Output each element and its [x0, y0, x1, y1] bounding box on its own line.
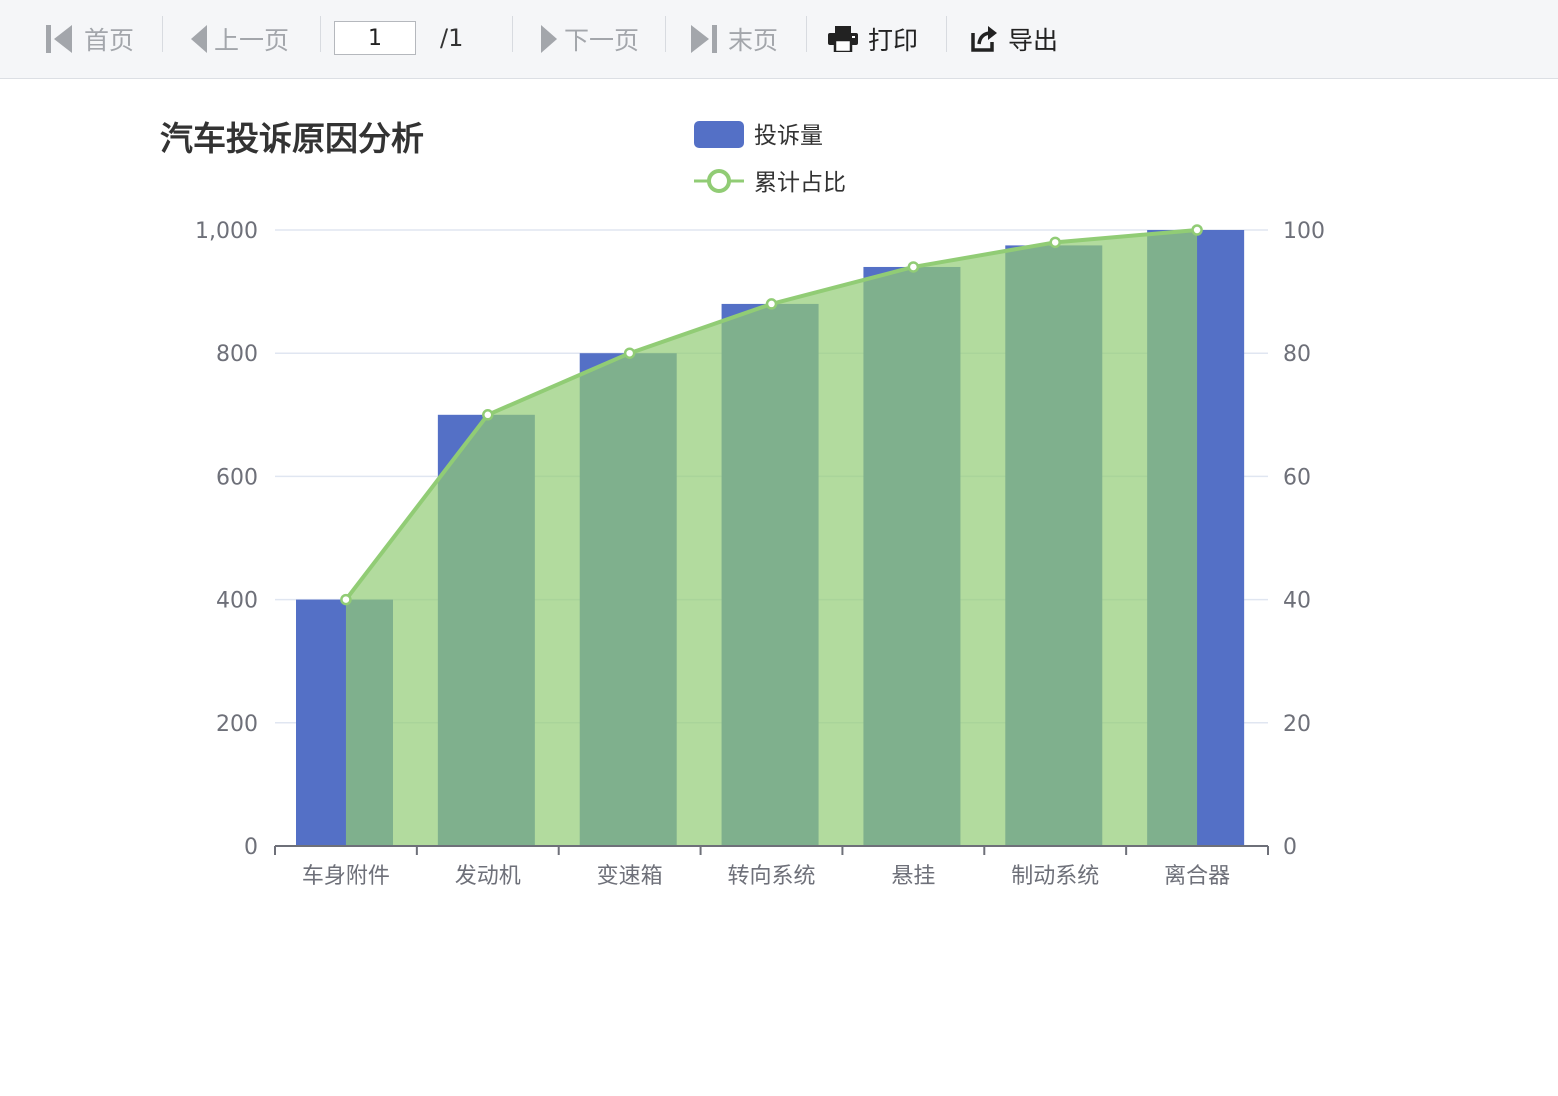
- page-total: /1: [440, 24, 464, 52]
- y-left-tick-label: 1,000: [195, 219, 258, 244]
- prev-page-label: 上一页: [214, 26, 290, 55]
- toolbar-divider: [320, 16, 321, 52]
- toolbar-divider: [806, 16, 807, 52]
- export-button[interactable]: 导出: [970, 19, 1058, 59]
- printer-icon: [828, 26, 858, 52]
- toolbar-divider: [665, 16, 666, 52]
- y-left-tick-label: 0: [244, 835, 258, 860]
- line-point[interactable]: [1049, 236, 1061, 249]
- last-page-icon: [691, 25, 717, 53]
- first-page-label: 首页: [84, 26, 135, 55]
- toolbar-divider: [946, 16, 947, 52]
- y-left-tick-label: 600: [216, 465, 258, 490]
- page-number-input[interactable]: [334, 21, 416, 55]
- x-tick-label: 制动系统: [1011, 864, 1099, 889]
- y-right-tick-label: 20: [1283, 712, 1311, 737]
- first-page-icon: [46, 25, 72, 53]
- cumulative-area: [345, 230, 1198, 846]
- legend-swatch-bar: [694, 121, 744, 148]
- line-point[interactable]: [765, 298, 778, 310]
- y-left-tick-label: 200: [216, 712, 258, 737]
- x-tick-label: 悬挂: [891, 864, 935, 889]
- x-tick-label: 车身附件: [302, 864, 390, 889]
- last-page-label: 末页: [728, 26, 779, 55]
- report-toolbar: 首页 上一页 /1 下一页 末页 打印: [0, 0, 1558, 79]
- line-point[interactable]: [907, 261, 920, 273]
- next-page-icon: [541, 25, 557, 53]
- line-point[interactable]: [340, 593, 352, 606]
- y-right-tick-label: 60: [1283, 465, 1311, 490]
- export-label: 导出: [1008, 26, 1059, 55]
- toolbar-divider: [162, 16, 163, 52]
- line-point[interactable]: [623, 347, 636, 359]
- toolbar-divider: [512, 16, 513, 52]
- y-right-tick-label: 40: [1283, 589, 1311, 614]
- print-button[interactable]: 打印: [828, 19, 918, 59]
- x-tick-label: 转向系统: [727, 864, 815, 889]
- prev-page-button[interactable]: 上一页: [190, 19, 289, 59]
- legend-circle-symbol: [707, 169, 731, 193]
- prev-page-icon: [191, 25, 207, 53]
- chart-title: 汽车投诉原因分析: [160, 119, 424, 158]
- export-icon: [971, 26, 997, 52]
- first-page-button[interactable]: 首页: [46, 19, 134, 59]
- x-tick-label: 变速箱: [597, 864, 663, 889]
- y-right-tick-label: 100: [1283, 219, 1325, 244]
- y-left-tick-label: 400: [216, 589, 258, 614]
- next-page-label: 下一页: [564, 26, 640, 55]
- legend-label-bar: 投诉量: [754, 123, 823, 149]
- next-page-button[interactable]: 下一页: [540, 19, 639, 59]
- legend-label-line: 累计占比: [754, 170, 846, 196]
- line-point[interactable]: [1191, 224, 1203, 236]
- last-page-button[interactable]: 末页: [690, 19, 778, 59]
- y-left-tick-label: 800: [216, 342, 258, 367]
- x-tick-label: 发动机: [455, 864, 521, 889]
- line-point[interactable]: [482, 409, 494, 421]
- y-right-tick-label: 0: [1283, 835, 1297, 860]
- print-label: 打印: [868, 26, 919, 55]
- y-right-tick-label: 80: [1283, 342, 1311, 367]
- x-tick-label: 离合器: [1164, 864, 1230, 889]
